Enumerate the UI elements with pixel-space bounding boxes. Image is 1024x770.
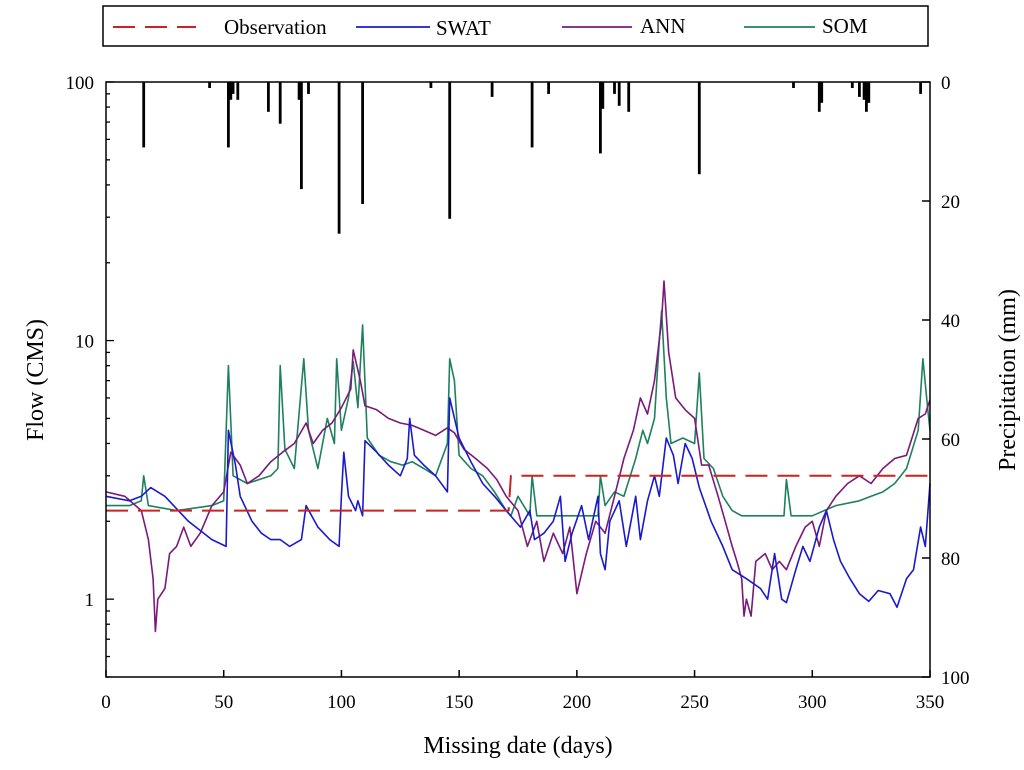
x-tick-label: 100 xyxy=(327,692,356,713)
y2-tick-label: 0 xyxy=(941,73,951,94)
precip-bar xyxy=(236,82,240,100)
precip-bar xyxy=(601,82,605,109)
x-tick-label: 350 xyxy=(916,692,945,713)
legend-box xyxy=(102,5,929,47)
y-axis-right: 0 20 40 60 80 100 xyxy=(922,73,970,689)
precip-bar xyxy=(820,82,824,103)
precip-bar xyxy=(208,82,211,88)
precipitation-bars xyxy=(142,82,922,234)
y2-tick-label: 100 xyxy=(941,668,970,689)
precip-bar xyxy=(858,82,861,97)
precip-bar xyxy=(142,82,146,148)
legend: Observation SWAT ANN SOM xyxy=(102,5,929,47)
x-tick-label: 300 xyxy=(798,692,827,713)
precip-bar xyxy=(278,82,282,124)
y2-tick-label: 20 xyxy=(941,192,960,213)
precip-bar xyxy=(865,82,868,112)
series-lines xyxy=(105,280,931,633)
precip-bar xyxy=(530,82,534,148)
legend-label-swat: SWAT xyxy=(436,16,491,40)
y-tick-label: 100 xyxy=(66,73,95,94)
precip-bar xyxy=(490,82,494,97)
precip-bar xyxy=(300,82,303,190)
precip-bar xyxy=(297,82,301,100)
precip-bar xyxy=(627,82,631,112)
y-axis-title: Flow (CMS) xyxy=(23,319,49,441)
y2-tick-label: 40 xyxy=(941,311,960,332)
precip-bar xyxy=(429,82,433,88)
series-line-observation xyxy=(106,474,930,512)
x-tick-label: 50 xyxy=(214,692,233,713)
precip-bar xyxy=(919,82,922,94)
precip-bar xyxy=(229,82,233,100)
precip-bar xyxy=(792,82,795,88)
x-tick-label: 0 xyxy=(101,692,111,713)
precip-bar xyxy=(448,82,452,219)
precip-bar xyxy=(867,82,871,103)
precip-bar xyxy=(227,82,230,148)
y2-axis-title: Precipitation (mm) xyxy=(995,289,1021,471)
plot-frame xyxy=(105,81,931,678)
x-tick-label: 150 xyxy=(445,692,474,713)
y-tick-label: 10 xyxy=(75,332,94,353)
x-axis-title: Missing date (days) xyxy=(423,733,612,759)
precip-bar xyxy=(599,82,602,154)
precip-bar xyxy=(613,82,616,94)
y-axis-left: 1 10 100 xyxy=(66,73,114,678)
precip-bar xyxy=(231,82,235,94)
precip-bar xyxy=(617,82,621,106)
x-tick-label: 250 xyxy=(680,692,709,713)
precip-bar xyxy=(862,82,866,100)
y2-tick-label: 60 xyxy=(941,430,960,451)
legend-label-ann: ANN xyxy=(640,14,686,38)
x-axis: 0 50 100 150 200 250 300 350 xyxy=(101,670,944,713)
precip-bar xyxy=(307,82,310,94)
precip-bar xyxy=(337,82,341,234)
y2-tick-label: 80 xyxy=(941,549,960,570)
precip-bar xyxy=(547,82,550,94)
precip-bar xyxy=(850,82,854,88)
series-line-ann xyxy=(105,280,931,633)
series-line-swat xyxy=(105,397,931,609)
precip-bar xyxy=(697,82,701,175)
series-line-som xyxy=(106,310,931,517)
precip-bar xyxy=(817,82,821,112)
legend-label-observation: Observation xyxy=(224,15,327,39)
legend-label-som: SOM xyxy=(822,14,868,38)
precip-bar xyxy=(267,82,270,112)
precip-bar xyxy=(361,82,364,204)
y-tick-label: 1 xyxy=(85,590,95,611)
x-tick-label: 200 xyxy=(563,692,592,713)
